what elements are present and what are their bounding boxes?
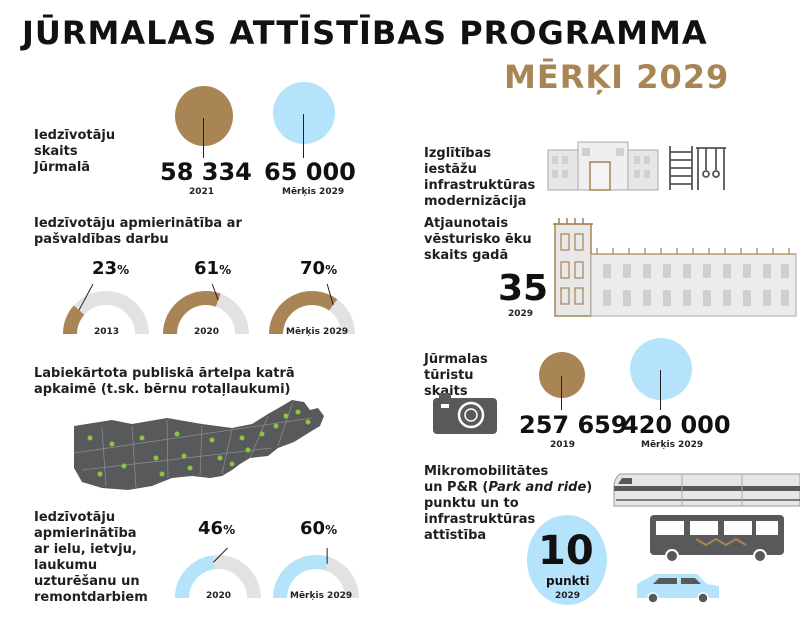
satisfaction-gauge-2 [163,283,249,335]
streets-year-2029: Mērķis 2029 [290,591,353,601]
climbing-frame-icon [669,146,726,190]
satisfaction-gauge-1-fill [63,305,85,335]
satisfaction-pct-2029: 70% [300,258,338,279]
tourists-current-circle [539,352,585,398]
tourists-label: Jūrmalas tūristu skaits [424,352,488,399]
bus-icon [650,515,784,563]
streets-gauge-2 [273,548,359,599]
population-current-value: 58 334 [160,158,252,186]
page-subtitle: MĒRĶI 2029 [504,58,730,96]
streets-gauge-2-fill [273,555,330,599]
tourists-target-circle [630,338,692,400]
mobility-year: 2029 [555,591,581,601]
streets-gauge-1-fill [175,555,215,599]
streets-pct-2029: 60% [300,518,338,539]
population-target-label: Mērķis 2029 [282,187,345,197]
population-target-circle [273,82,335,144]
tourists-current-line [561,376,562,410]
page-title: JŪRMALAS ATTĪSTĪBAS PROGRAMMA [22,14,708,52]
satisfaction-gauge-2-fill [163,291,221,335]
heritage-value: 35 [498,268,549,309]
streets-pct-2020: 46% [198,518,236,539]
streets-year-2020: 2020 [206,591,232,601]
population-current-year: 2021 [189,187,215,197]
satisfaction-year-2029: Mērķis 2029 [286,327,349,337]
tourists-target-value: 420 000 [622,411,731,439]
public-space-label: Labiekārtota publiskā ārtelpa katrā apka… [34,366,295,397]
satisfaction-year-2020: 2020 [194,327,220,337]
tourists-target-label: Mērķis 2029 [641,440,704,450]
car-icon [637,574,719,604]
streets-label: Iedzīvotāju apmierinātība ar ielu, ietvj… [34,510,148,605]
satisfaction-gauge-2-pointer [211,283,219,301]
train-icon [613,473,800,507]
satisfaction-year-2013: 2013 [94,327,120,337]
camera-icon [433,393,497,434]
satisfaction-gauge-1 [63,283,149,335]
population-label: Iedzīvotāju skaits Jūrmalā [34,128,116,175]
map-icon [73,400,324,490]
population-target-line [303,114,304,158]
tourists-current-year: 2019 [550,440,576,450]
satisfaction-gauge-1-pointer [78,283,94,311]
mobility-label: Mikromobilitātes un P&R (Park and ride) … [424,464,593,543]
mobility-circle [527,515,607,605]
heritage-year: 2029 [508,309,534,319]
satisfaction-gauge-3-pointer [326,283,334,306]
education-label: Izglītības iestāžu infrastruktūras moder… [424,146,536,209]
satisfaction-gauge-3 [269,283,355,335]
streets-gauge-1 [175,547,261,599]
tourists-current-value: 257 659 [519,411,628,439]
tourists-target-line [660,370,661,410]
satisfaction-pct-2013: 23% [92,258,130,279]
population-current-line [203,118,204,158]
population-current-circle [175,86,233,146]
mobility-value: 10 [538,528,594,574]
satisfaction-gauge-3-fill [269,291,338,335]
population-target-value: 65 000 [264,158,356,186]
historic-building-icon [553,218,797,317]
satisfaction-label: Iedzīvotāju apmierinātība ar pašvaldības… [34,216,242,247]
streets-gauge-1-pointer [213,547,228,563]
school-building-icon [547,141,659,191]
satisfaction-pct-2020: 61% [194,258,232,279]
heritage-label: Atjaunotais vēsturisko ēku skaits gadā [424,216,532,263]
mobility-unit: punkti [546,574,590,588]
